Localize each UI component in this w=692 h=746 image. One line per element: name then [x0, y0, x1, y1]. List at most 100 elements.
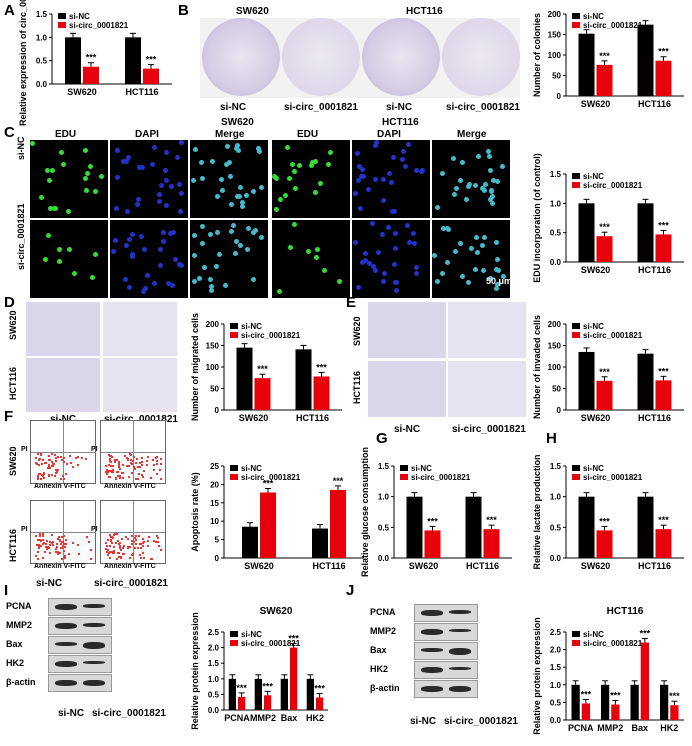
y-tick-label: 0.5	[378, 523, 390, 532]
bar	[330, 489, 346, 558]
fluorescence-image	[30, 220, 108, 298]
y-tick-label: 100	[548, 51, 562, 60]
y-axis-label: Number of migrated cells	[190, 313, 200, 421]
blot-protein-label: β-actin	[6, 677, 36, 687]
f-xaxis-label: Annexin V-FITC	[34, 483, 86, 490]
legend-swatch-nc	[572, 465, 580, 471]
bar	[581, 703, 591, 720]
y-tick-label: 200	[548, 320, 562, 329]
fluorescence-image	[190, 220, 268, 298]
y-tick-label: 200	[548, 10, 562, 19]
legend-label-nc: si-NC	[411, 464, 432, 473]
significance-marker: ***	[263, 478, 274, 488]
legend-label-circ: si-circ_0001821	[411, 473, 471, 482]
legend-swatch-nc	[58, 13, 66, 19]
legend-swatch-circ	[230, 640, 238, 646]
bar	[260, 492, 276, 558]
invasion-image	[448, 361, 526, 417]
bar	[637, 496, 654, 558]
y-tick-label: 2.0	[208, 644, 220, 653]
f-yaxis-label: PI	[21, 526, 28, 533]
blot-protein-label: β-actin	[370, 683, 400, 693]
flow-cytometry-plot	[100, 500, 166, 564]
bar	[637, 353, 654, 410]
bar	[228, 678, 236, 710]
y-tick-label: 0.0	[550, 716, 562, 725]
legend-label-circ: si-circ_0001821	[69, 21, 129, 30]
y-tick-label: 50	[210, 385, 219, 394]
panel-label-i: I	[4, 582, 9, 599]
bar	[637, 203, 654, 262]
significance-marker: ***	[599, 367, 610, 377]
legend-swatch-nc	[572, 173, 580, 179]
significance-marker: ***	[599, 51, 610, 61]
b-cell-label-hct116: HCT116	[406, 6, 443, 17]
bar	[596, 530, 613, 558]
blot-lane-strip	[48, 655, 112, 673]
bar	[125, 37, 141, 84]
y-tick-label: 0.0	[208, 706, 220, 715]
chart-title: HCT116	[607, 606, 644, 617]
y-tick-label: 1.0	[378, 493, 390, 502]
f-col-label: si-circ_0001821	[94, 578, 168, 589]
bar	[313, 376, 330, 410]
y-tick-label: 1.5	[378, 462, 390, 471]
y-axis-label: Relative lactate production	[532, 454, 542, 569]
y-tick-label: 0	[557, 406, 562, 415]
legend-swatch-nc	[572, 631, 580, 637]
bar	[280, 678, 288, 710]
y-tick-label: 2.5	[208, 628, 220, 637]
bar	[316, 697, 324, 710]
y-tick-label: 1.0	[550, 493, 562, 502]
significance-marker: ***	[262, 681, 273, 691]
fluorescence-image	[110, 220, 188, 298]
legend-label-circ: si-circ_0001821	[241, 473, 301, 482]
b-group-label: si-NC	[386, 102, 413, 113]
bar	[65, 37, 81, 84]
x-tick-label: HCT116	[296, 413, 329, 423]
legend-label-circ: si-circ_0001821	[583, 181, 643, 190]
bar	[312, 528, 328, 558]
y-tick-label: 0.5	[550, 229, 562, 238]
y-tick-label: 150	[548, 31, 562, 40]
colony-dish-image	[362, 18, 440, 96]
significance-marker: ***	[316, 362, 327, 372]
blot-protein-label: PCNA	[370, 607, 396, 617]
y-tick-label: 0.0	[36, 80, 48, 89]
y-axis-label: Apoptosis rate (%)	[190, 472, 200, 552]
legend-label-nc: si-NC	[241, 464, 262, 473]
significance-marker: ***	[427, 516, 438, 526]
b-group-label: si-circ_0001821	[284, 102, 358, 113]
fluorescence-image	[110, 140, 188, 218]
bar	[143, 68, 159, 84]
y-axis-label: Relative expression of circ_0001821	[18, 0, 28, 126]
blot-lane-strip	[414, 623, 478, 641]
x-tick-label: HCT116	[312, 561, 345, 571]
bar	[630, 684, 639, 720]
y-tick-label: 0.0	[378, 554, 390, 563]
invasion-image	[448, 302, 526, 358]
bar	[306, 678, 314, 710]
legend-label-nc: si-NC	[583, 464, 604, 473]
legend-swatch-nc	[572, 13, 580, 19]
e-col-label: si-circ_0001821	[452, 424, 526, 435]
significance-marker: ***	[599, 516, 610, 526]
f-yaxis-label: PI	[91, 526, 98, 533]
bar	[483, 529, 500, 558]
migration-image	[26, 358, 100, 412]
b-colony-images	[200, 18, 520, 98]
legend-label-circ: si-circ_0001821	[241, 331, 301, 340]
legend-label-nc: si-NC	[583, 12, 604, 21]
significance-marker: ***	[86, 53, 97, 63]
x-tick-label: SW620	[581, 99, 611, 109]
bar	[611, 704, 620, 720]
y-tick-label: 1.0	[208, 675, 220, 684]
c-column-header: DAPI	[377, 129, 401, 140]
c-column-header: EDU	[55, 129, 77, 140]
x-tick-label: HK2	[660, 723, 678, 733]
x-tick-label: SW620	[581, 561, 611, 571]
legend-swatch-nc	[230, 631, 238, 637]
blot-lane-strip	[414, 661, 478, 679]
bar	[596, 380, 613, 410]
